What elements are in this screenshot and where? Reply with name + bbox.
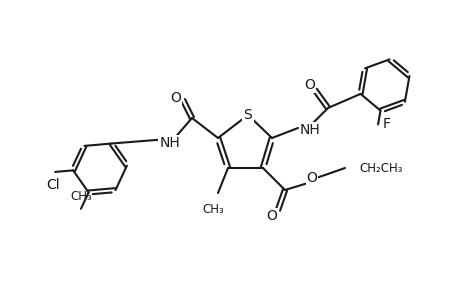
- Text: O: O: [170, 91, 181, 105]
- Text: CH₂CH₃: CH₂CH₃: [358, 161, 402, 175]
- Text: CH₃: CH₃: [202, 203, 224, 216]
- Text: O: O: [304, 78, 315, 92]
- Text: O: O: [266, 209, 277, 223]
- Text: CH₃: CH₃: [70, 190, 92, 203]
- Text: NH: NH: [159, 136, 180, 150]
- Text: F: F: [382, 117, 390, 131]
- Text: S: S: [243, 108, 252, 122]
- Text: Cl: Cl: [46, 178, 60, 192]
- Text: NH: NH: [299, 123, 320, 137]
- Text: O: O: [306, 171, 317, 185]
